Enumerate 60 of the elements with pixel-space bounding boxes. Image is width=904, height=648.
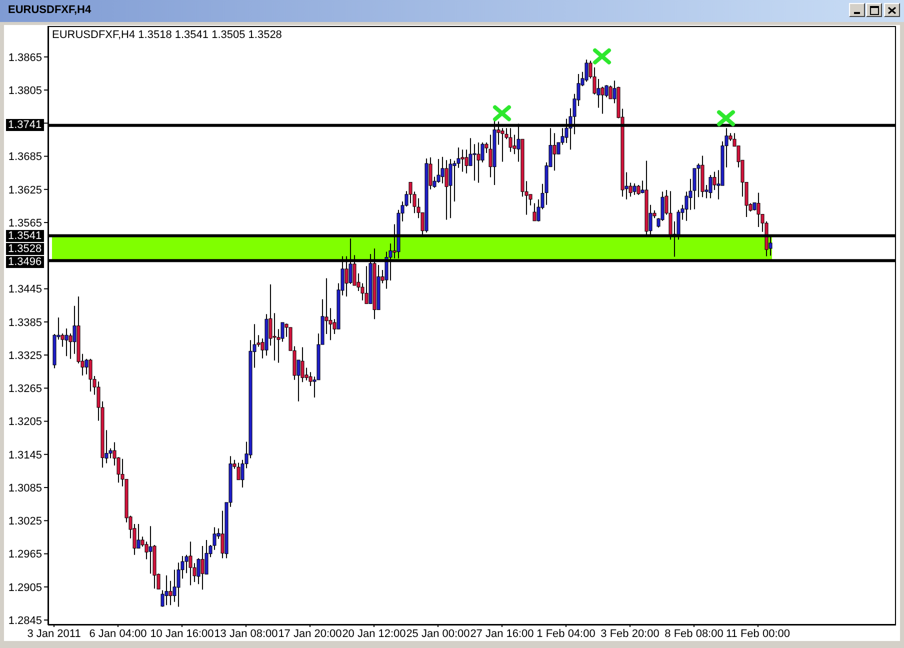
y-tick-label: 1.3205 [8,416,42,428]
ref-line-label: 1.3741 [8,119,42,132]
y-tick-label: 1.3385 [8,316,42,329]
candlestick [200,546,204,590]
candlestick [552,132,556,172]
y-tick-label: 1.3565 [8,217,42,230]
x-tick-label: 1 Feb 04:00 [536,628,596,640]
candlestick [708,174,712,199]
candlestick [476,142,480,184]
candlestick [696,162,700,198]
candlestick [440,156,444,184]
candlestick [236,462,240,480]
text: 1.3528 [8,242,42,255]
x-tick-label: 3 Feb 20:00 [600,628,660,640]
candlestick [64,328,68,357]
candlestick [460,149,464,172]
candlestick [632,182,636,196]
x-tick-label: 13 Jan 08:00 [214,628,278,640]
x-tick-label: 3 Jan 2011 [27,628,81,640]
ref-line-label: 1.3541 [8,230,42,242]
candlestick [272,312,276,362]
x-tick-label: 25 Jan 00:00 [406,628,470,640]
candlestick [532,202,536,222]
y-tick-label: 1.2845 [8,614,42,627]
chart-subtitle: EURUSDFXF,H4 1.3518 1.3541 1.3505 1.3528 [52,29,282,41]
y-tick-label: 1.3145 [8,449,42,462]
x-tick-label: 11 Feb 00:00 [726,628,790,640]
chart-title: EURUSDFXF,H4 [8,4,92,16]
x-tick-label: 10 Jan 16:00 [150,628,214,640]
candlestick [448,158,452,219]
candlestick [756,192,760,228]
y-tick-label: 1.3325 [8,350,42,362]
y-tick-label: 1.3805 [8,84,42,97]
x-tick-label: 8 Feb 08:00 [664,628,724,640]
candlestick [364,266,368,304]
candlestick [148,526,152,574]
candlestick [444,160,448,220]
x-tick-label: 20 Jan 12:00 [342,628,406,640]
x-tick-label: 6 Jan 04:00 [89,628,147,640]
ref-line-label: 1.3496 [8,256,42,268]
candlestick [636,184,640,196]
candlestick [188,541,192,586]
candlestick [136,523,140,549]
y-tick-label: 1.3445 [8,284,42,296]
candlestick [168,580,172,606]
y-tick-label: 1.3085 [8,482,42,494]
candlestick [584,59,588,82]
y-tick-label: 1.2965 [8,548,42,561]
candlestick [464,149,468,174]
candlestick [88,358,92,392]
y-tick-label: 1.3685 [8,151,42,164]
y-tick-label: 1.3265 [8,383,42,396]
y-tick-label: 1.3025 [8,516,42,528]
x-tick-label: 27 Jan 16:00 [470,628,534,640]
x-tick-label: 17 Jan 20:00 [278,628,342,640]
candlestick [692,168,696,210]
y-tick-label: 1.3625 [8,184,42,196]
candlestick [164,574,168,606]
y-tick-label: 1.2905 [8,582,42,594]
y-tick-label: 1.3865 [8,52,42,64]
